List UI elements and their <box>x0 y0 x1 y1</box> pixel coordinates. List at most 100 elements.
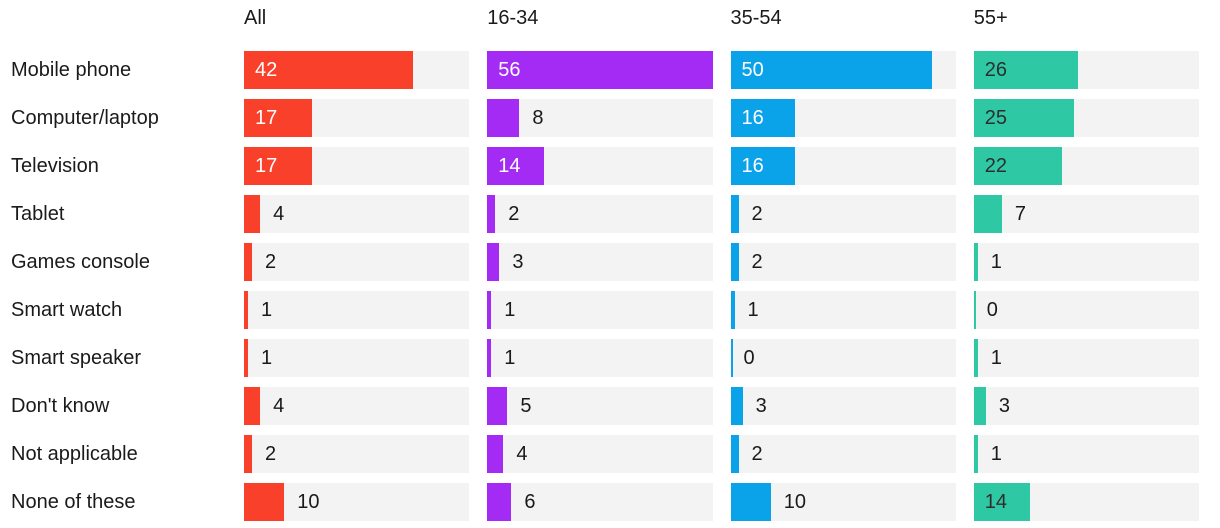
bar <box>244 435 253 473</box>
bar-value: 1 <box>747 299 759 321</box>
category-label: Mobile phone <box>11 59 132 81</box>
bar-value: 0 <box>743 347 755 369</box>
bar-value: 2 <box>751 443 763 465</box>
bar <box>730 387 743 425</box>
bar <box>973 195 1002 233</box>
bar <box>244 195 261 233</box>
bar <box>973 483 1031 521</box>
bar-value: 2 <box>751 203 763 225</box>
bar-value: 2 <box>751 251 763 273</box>
bar <box>487 339 492 377</box>
bar-value: 10 <box>297 491 320 513</box>
column-header-16-34: 16-34 <box>487 7 539 29</box>
bar <box>487 387 508 425</box>
bar-track: 1 <box>973 435 1199 473</box>
category-label: Don't know <box>11 395 110 417</box>
bar-value: 2 <box>265 251 277 273</box>
bar <box>973 147 1063 185</box>
bar-track: 1 <box>487 291 713 329</box>
bar-track: 22 <box>973 147 1199 185</box>
bar-value: 5 <box>520 395 532 417</box>
bar-value: 4 <box>516 443 528 465</box>
category-label: Smart watch <box>11 299 123 321</box>
bar <box>730 243 739 281</box>
bar-track: 10 <box>244 483 470 521</box>
bar <box>973 291 976 329</box>
bar <box>973 243 978 281</box>
bar-track: 2 <box>730 243 956 281</box>
category-label: Tablet <box>11 203 65 225</box>
bar-value: 26 <box>984 59 1007 81</box>
bar-value: 4 <box>273 395 285 417</box>
category-label: Television <box>11 155 99 177</box>
bar-track: 2 <box>730 435 956 473</box>
bar-value: 1 <box>504 299 516 321</box>
column-header-all: All <box>244 7 267 29</box>
bar-track: 2 <box>730 195 956 233</box>
bar-track: 50 <box>730 51 956 89</box>
bar <box>730 147 795 185</box>
bar-value: 16 <box>741 155 764 177</box>
bar <box>244 51 413 89</box>
bar-value: 17 <box>255 107 278 129</box>
chart-row: Television 17 14 16 22 <box>10 142 1199 190</box>
bar <box>730 195 739 233</box>
bar <box>487 243 500 281</box>
bar-track: 16 <box>730 99 956 137</box>
header-spacer <box>10 0 226 8</box>
chart-row: Games console 2 3 2 1 <box>10 238 1199 286</box>
bar <box>244 99 313 137</box>
bar <box>973 51 1079 89</box>
bar-value: 3 <box>755 395 767 417</box>
bar-value: 42 <box>255 59 278 81</box>
chart-row: Not applicable 2 4 2 1 <box>10 430 1199 478</box>
bar-track: 26 <box>973 51 1199 89</box>
bar-value: 2 <box>508 203 520 225</box>
bar-track: 4 <box>487 435 713 473</box>
bar-track: 3 <box>730 387 956 425</box>
bar-value: 1 <box>261 347 273 369</box>
bar-value: 50 <box>741 59 764 81</box>
bar-track: 1 <box>973 243 1199 281</box>
bar <box>730 291 735 329</box>
bar-track: 2 <box>244 243 470 281</box>
bar-track: 3 <box>487 243 713 281</box>
bar-value: 8 <box>532 107 544 129</box>
bar-value: 7 <box>1014 203 1027 225</box>
bar-track: 25 <box>973 99 1199 137</box>
bar-value: 4 <box>273 203 285 225</box>
bar-track: 0 <box>730 339 956 377</box>
category-label: Games console <box>11 251 150 273</box>
column-header-55plus: 55+ <box>973 7 1008 29</box>
bar-track: 7 <box>973 195 1199 233</box>
column-header-35-54: 35-54 <box>730 7 782 29</box>
bar-track: 8 <box>487 99 713 137</box>
bar <box>487 99 520 137</box>
bar-value: 56 <box>498 59 521 81</box>
bar-value: 1 <box>261 299 273 321</box>
bar-track: 2 <box>487 195 713 233</box>
bar-track: 1 <box>244 291 470 329</box>
bar-track: 4 <box>244 195 470 233</box>
bar <box>730 339 733 377</box>
bar-value: 1 <box>504 347 516 369</box>
bar <box>730 435 739 473</box>
bar-value: 14 <box>498 155 521 177</box>
bar-value: 10 <box>783 491 806 513</box>
chart-rows: Mobile phone 42 56 50 26 Computer/laptop 17 8 16… <box>10 46 1199 526</box>
bar <box>487 147 544 185</box>
bar-track: 17 <box>244 99 470 137</box>
bar <box>730 51 932 89</box>
chart-row: Tablet 4 2 2 7 <box>10 190 1199 238</box>
chart-row: Mobile phone 42 56 50 26 <box>10 46 1199 94</box>
bar-value: 3 <box>998 395 1010 417</box>
bar-track: 1 <box>973 339 1199 377</box>
bar-track: 2 <box>244 435 470 473</box>
bar <box>244 387 261 425</box>
chart-row: Smart speaker 1 1 0 1 <box>10 334 1199 382</box>
bar <box>244 291 249 329</box>
bar-track: 1 <box>244 339 470 377</box>
bar-track: 14 <box>487 147 713 185</box>
bar <box>244 483 285 521</box>
